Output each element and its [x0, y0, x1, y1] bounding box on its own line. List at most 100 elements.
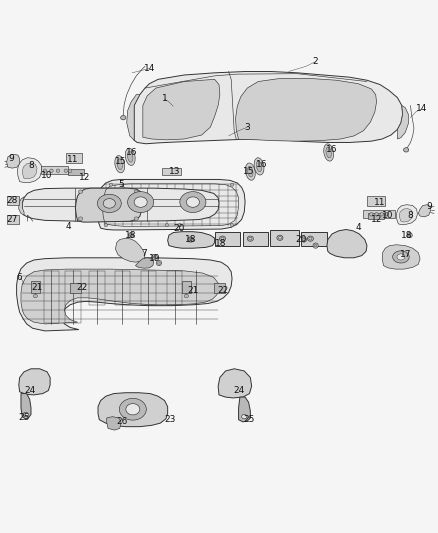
Text: 27: 27 [7, 215, 18, 224]
Polygon shape [21, 393, 31, 419]
Ellipse shape [152, 254, 157, 260]
Text: 18: 18 [215, 239, 227, 248]
Ellipse shape [134, 190, 138, 193]
Ellipse shape [153, 256, 156, 258]
Ellipse shape [126, 403, 140, 415]
Polygon shape [17, 258, 232, 331]
Text: 6: 6 [17, 273, 22, 282]
Polygon shape [21, 269, 219, 324]
Ellipse shape [247, 166, 253, 177]
Text: 18: 18 [125, 231, 137, 240]
Ellipse shape [180, 192, 206, 213]
Text: 12: 12 [371, 215, 382, 224]
Polygon shape [397, 106, 408, 139]
Ellipse shape [128, 232, 134, 238]
Text: 18: 18 [185, 235, 197, 244]
Ellipse shape [309, 237, 312, 240]
Ellipse shape [189, 238, 192, 241]
Text: 28: 28 [7, 196, 18, 205]
Text: 5: 5 [118, 180, 124, 189]
Text: 24: 24 [233, 386, 244, 395]
FancyBboxPatch shape [182, 281, 191, 294]
Polygon shape [127, 94, 140, 140]
Ellipse shape [78, 217, 83, 220]
Polygon shape [22, 188, 219, 221]
Polygon shape [143, 79, 220, 140]
Ellipse shape [277, 235, 283, 240]
Text: 14: 14 [416, 104, 427, 114]
Ellipse shape [104, 224, 108, 227]
Ellipse shape [117, 159, 123, 169]
Ellipse shape [134, 217, 138, 220]
Text: 14: 14 [144, 64, 155, 73]
Polygon shape [7, 154, 20, 168]
Ellipse shape [219, 236, 226, 241]
Polygon shape [399, 208, 413, 222]
Polygon shape [18, 158, 42, 182]
Text: 21: 21 [187, 286, 198, 295]
Ellipse shape [221, 237, 224, 240]
FancyBboxPatch shape [42, 166, 67, 174]
Ellipse shape [408, 234, 411, 237]
Ellipse shape [375, 213, 378, 216]
Text: 8: 8 [408, 211, 413, 220]
Text: 23: 23 [165, 415, 176, 424]
Ellipse shape [301, 237, 307, 242]
Ellipse shape [165, 224, 169, 227]
Text: 3: 3 [244, 123, 250, 132]
FancyBboxPatch shape [67, 168, 84, 175]
Ellipse shape [68, 169, 72, 173]
Polygon shape [168, 232, 215, 248]
Text: 20: 20 [173, 224, 185, 233]
Ellipse shape [119, 398, 146, 420]
Text: 11: 11 [67, 156, 79, 164]
Ellipse shape [380, 213, 384, 216]
Ellipse shape [187, 237, 194, 242]
Polygon shape [382, 245, 420, 269]
Ellipse shape [397, 254, 405, 260]
Ellipse shape [158, 262, 160, 264]
Ellipse shape [127, 151, 133, 162]
Ellipse shape [33, 294, 38, 298]
Polygon shape [135, 258, 154, 268]
Ellipse shape [23, 413, 28, 417]
FancyBboxPatch shape [301, 232, 327, 246]
FancyBboxPatch shape [66, 154, 82, 163]
Ellipse shape [313, 243, 318, 248]
Text: 4: 4 [66, 222, 72, 231]
FancyBboxPatch shape [243, 232, 268, 246]
Polygon shape [396, 205, 417, 225]
Ellipse shape [254, 158, 264, 175]
FancyBboxPatch shape [367, 196, 385, 206]
Ellipse shape [326, 147, 332, 158]
Text: 10: 10 [382, 211, 394, 220]
Ellipse shape [279, 237, 282, 239]
Polygon shape [98, 393, 168, 426]
Ellipse shape [324, 144, 334, 161]
Polygon shape [418, 205, 431, 217]
Polygon shape [97, 180, 245, 230]
FancyBboxPatch shape [31, 281, 40, 294]
Ellipse shape [392, 251, 409, 263]
Text: 24: 24 [24, 386, 35, 395]
Ellipse shape [245, 163, 255, 180]
Polygon shape [22, 163, 37, 179]
Text: 9: 9 [426, 202, 432, 211]
Ellipse shape [407, 232, 412, 238]
Ellipse shape [64, 169, 67, 173]
Text: 26: 26 [117, 416, 128, 425]
Text: 10: 10 [41, 172, 53, 181]
Ellipse shape [370, 213, 373, 216]
Text: 17: 17 [399, 250, 411, 259]
Polygon shape [107, 417, 121, 430]
Ellipse shape [247, 236, 253, 241]
Ellipse shape [385, 213, 389, 216]
Ellipse shape [186, 197, 199, 207]
Ellipse shape [115, 156, 125, 173]
Ellipse shape [130, 234, 132, 237]
Text: 22: 22 [218, 286, 229, 295]
FancyBboxPatch shape [363, 210, 395, 218]
Polygon shape [218, 369, 252, 398]
Polygon shape [327, 230, 367, 258]
Polygon shape [19, 369, 50, 395]
